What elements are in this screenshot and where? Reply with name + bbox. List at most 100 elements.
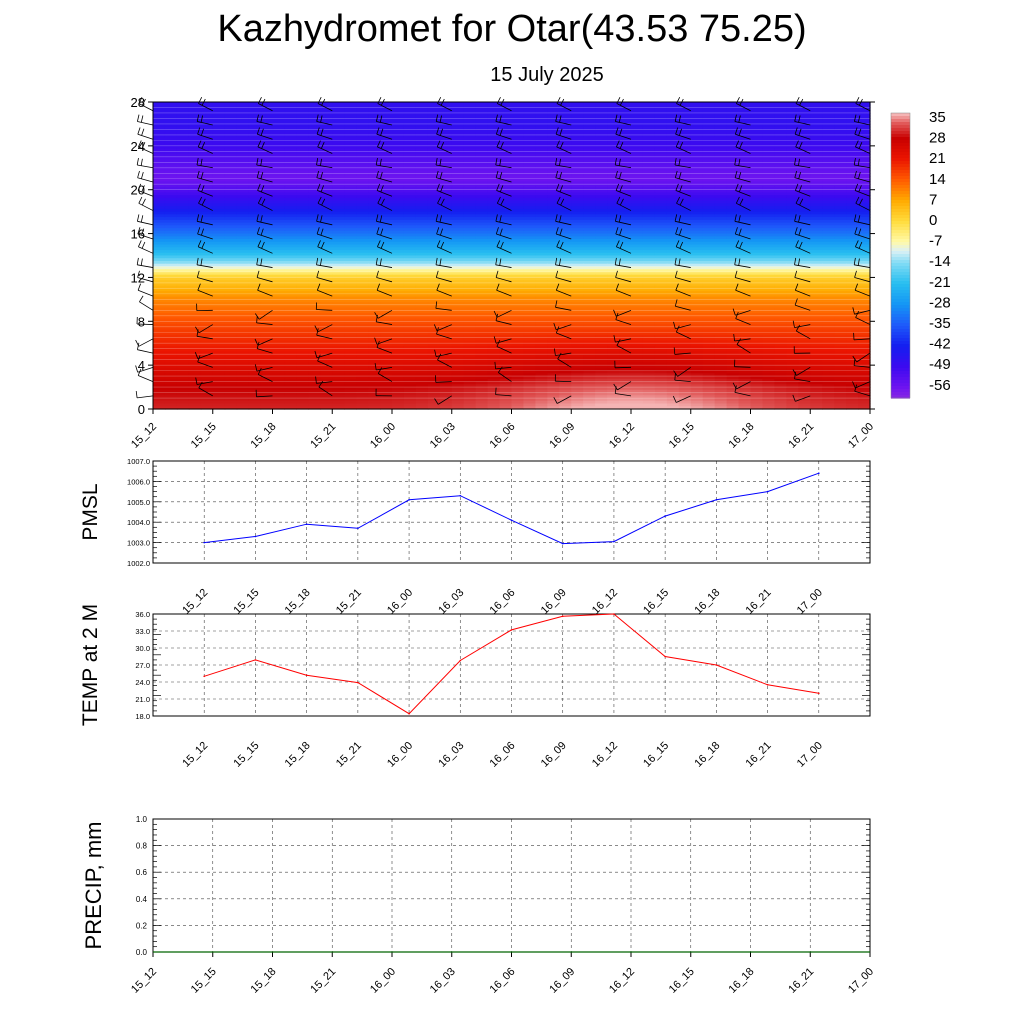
colorbar-label: 7 [929,191,937,208]
x-tick-label: 16_21 [786,966,816,996]
wind-barb [674,257,691,268]
y-tick-label: 1003.0 [127,539,150,548]
wind-barb [196,257,213,268]
wind-barb [734,385,751,397]
wind-barb [257,140,273,154]
wind-barb [794,114,811,126]
wind-barb [315,302,333,311]
data-point [510,629,513,631]
wind-barb [376,170,393,183]
wind-barb [613,335,632,343]
wind-barbs [135,97,871,405]
wind-barb [255,389,273,398]
y-tick-label: 20 [131,183,145,198]
x-tick-label: 17_00 [846,966,876,996]
wind-barb [555,283,572,297]
x-tick-label: 17_00 [795,740,825,770]
wind-barb [137,114,154,126]
colorbar-label: -14 [929,253,951,270]
wind-barb [497,366,512,382]
wind-barb [495,257,512,268]
x-tick-label: 15_21 [334,587,364,617]
y-tick-label: 1004.0 [127,518,150,527]
wind-barb [495,127,512,140]
wind-barb [195,377,213,385]
wind-barb [257,196,273,211]
x-tick-label: 15_18 [249,966,279,996]
wind-barb [377,140,393,154]
x-tick-label: 16_03 [428,421,458,451]
wind-barb [197,127,213,140]
wind-barb [555,270,572,283]
y-tick-label: 21.0 [135,695,150,704]
wind-barb [436,240,452,254]
y-tick-label: 30.0 [135,644,150,653]
wind-barb [794,298,811,311]
wind-barb [135,390,154,399]
x-tick-label: 16_06 [488,966,518,996]
x-tick-label: 16_12 [590,587,620,617]
wind-barb [854,214,871,226]
wind-barb [615,183,632,197]
wind-barb [495,170,512,183]
wind-barb [317,196,333,211]
x-tick-label: 16_03 [436,587,466,617]
x-tick-label: 15_12 [180,740,210,770]
wind-barb [675,283,691,297]
wind-barb [555,170,572,183]
wind-barb [197,240,213,254]
wind-barb [376,283,393,297]
wind-barb [496,339,512,354]
wind-barb [615,283,632,297]
wind-barb [496,240,512,254]
wind-barb [616,140,632,154]
wind-barb [673,367,691,377]
cross-section-panel: 0 4 8 12 16 20 24 28 15_12 15_15 15_18 15_21 16_00 16… [129,95,876,451]
wind-barb [496,283,512,297]
wind-barb [674,170,691,183]
x-tick-label: 17_00 [795,587,825,617]
chart-subtitle: 15 July 2025 [490,64,604,86]
wind-barb [138,240,154,254]
wind-barb [613,381,632,391]
y-tick-label: 1006.0 [127,477,150,486]
wind-barb [795,140,811,154]
wind-barb [198,196,213,211]
wind-barb [794,170,811,183]
wind-barb [495,387,512,397]
wind-barb [435,114,452,126]
wind-barb [137,183,154,197]
x-tick-label: 16_21 [744,740,774,770]
colorbar-label: -21 [929,274,951,291]
wind-barb [496,183,512,197]
y-tick-label: 27.0 [135,661,150,670]
wind-barb [734,359,751,368]
wind-barb [855,196,871,211]
wind-barb [435,270,452,283]
wind-barb [614,360,632,369]
colorbar-label: -49 [929,356,951,373]
wind-barb [495,270,512,283]
x-tick-label: 16_09 [547,421,577,451]
wind-barb [195,324,213,334]
wind-barb [673,347,691,355]
wind-barb [674,158,691,169]
wind-barb [137,127,154,140]
wind-barb [735,196,751,211]
wind-barb [854,270,871,283]
precip-panel: 0.0 0.2 0.4 0.6 0.8 1.0 15_12 15_15 15_18 15_21 16… [81,815,876,996]
wind-barb [198,381,213,397]
wind-barb [854,127,871,140]
wind-barb [196,214,213,226]
x-tick-label: 16_15 [667,966,697,996]
wind-barb [316,214,333,226]
wind-barb [675,183,691,197]
y-tick-label: 4 [138,358,145,373]
wind-barb [555,214,572,226]
wind-barb [495,158,512,169]
colorbar-label: -56 [929,377,951,394]
y-tick-label: 0 [138,402,145,417]
wind-barb [435,170,452,183]
wind-barb [675,325,691,340]
wind-barb [316,270,333,283]
